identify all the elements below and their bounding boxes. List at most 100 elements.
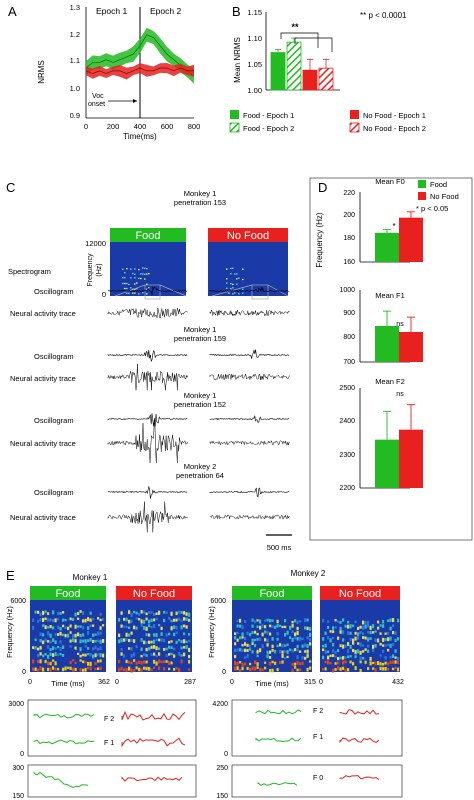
e-spectrogram-cell: [334, 650, 337, 654]
e-spectrogram-cell: [377, 620, 380, 624]
e-spectrogram-cell: [82, 633, 85, 637]
e-spectrogram-cell: [62, 645, 65, 650]
d-ytick: 2500: [339, 385, 355, 392]
e-spectrogram-cell: [367, 620, 370, 625]
e-spectrogram-cell: [125, 668, 128, 672]
e-spectrogram-cell: [138, 660, 141, 664]
e-xmax: 362: [98, 679, 110, 686]
e-spectrogram-cell: [125, 632, 128, 637]
b-ylabel: Mean NRMS: [233, 37, 242, 83]
e-spectrogram-cell: [52, 646, 55, 651]
e-spectrogram-cell: [148, 624, 151, 628]
e-spectrogram-cell: [362, 636, 365, 639]
e-spectrogram-cell: [337, 636, 340, 640]
food-header-bar: [110, 228, 186, 242]
e-spectrogram-cell: [135, 626, 138, 630]
a-plot-area: [85, 7, 195, 119]
e-spectrogram-cell: [79, 610, 82, 613]
e-spectrogram-cell: [264, 619, 267, 622]
e-spectrogram-cell: [79, 668, 82, 672]
e-spectrogram-cell: [322, 648, 325, 652]
e-spectrogram-cell: [125, 659, 128, 664]
e-spectrogram-cell: [269, 668, 272, 673]
b-legend: Food - Epoch 1 No Food - Epoch 1 Food - …: [229, 110, 426, 133]
e-spectrogram-cell: [74, 646, 77, 650]
panel-e: E Monkey 1 Monkey 2 Food No Food Food No…: [5, 568, 404, 800]
e-spectrogram-cell: [392, 643, 395, 646]
e-spectrogram-cell: [133, 659, 136, 662]
e-spectrogram-cell: [342, 666, 345, 670]
e-spectrogram-cell: [150, 668, 153, 671]
legend-label: Food - Epoch 2: [243, 124, 294, 133]
e-spectrogram-cell: [244, 642, 247, 646]
e-spectrogram-cell: [364, 648, 367, 651]
d-yticks-f2: 2500 2400 2300 2200: [339, 385, 355, 492]
e-spectrogram-cell: [82, 639, 85, 643]
e-spectrogram-cell: [44, 625, 47, 630]
e-spectrogram-cell: [249, 667, 252, 672]
e-spectrogram-cell: [123, 668, 126, 672]
a-band-series-1: [86, 62, 194, 80]
e-spectrogram-cell: [145, 626, 148, 631]
d-ytick: 900: [343, 310, 355, 317]
e-spectrogram-cell: [342, 630, 345, 635]
e-spectrogram-cell: [349, 631, 352, 635]
e-spectrogram-cell: [69, 639, 72, 643]
b-ytick: 1.00: [247, 86, 262, 95]
e-spectrogram-cell: [347, 649, 350, 654]
e-spectrogram-cell: [374, 630, 377, 633]
neural-activity-trace: [107, 501, 188, 533]
c-osc-label: Oscillogram: [34, 287, 74, 296]
e-spectrogram-cell: [39, 666, 42, 671]
e-spectrogram-cell: [178, 617, 181, 621]
voc-onset-label: Voc: [92, 93, 104, 100]
e-spectrogram-cell: [178, 639, 181, 642]
e-spectrogram-cell: [118, 633, 121, 638]
e-spectrogram-cell: [301, 644, 304, 648]
e-formant-contours: [33, 709, 380, 789]
e-spectrogram-cell: [34, 638, 37, 642]
e-spectrogram-cell: [69, 660, 72, 664]
e-spectrogram-cell: [102, 617, 105, 621]
e-spectrogram-cell: [94, 667, 97, 671]
spectrogram-speck: [134, 268, 136, 270]
e-spectrogram-cell: [39, 638, 42, 643]
e-spectrogram-cell: [239, 668, 242, 672]
e-spectrogram-cell: [49, 624, 52, 629]
e-spectrogram-cell: [239, 661, 242, 664]
e-spectrogram-cell: [382, 637, 385, 642]
e-spectrogram-cell: [251, 650, 254, 654]
e-spectrogram-cell: [153, 624, 156, 629]
e-spectrogram-cell: [294, 662, 297, 666]
e-spectrogram-cell: [173, 667, 176, 671]
e-spectrogram-cell: [241, 662, 244, 667]
d-ytick: 800: [343, 334, 355, 341]
b-bar: [270, 52, 286, 91]
spectrogram-speck: [146, 273, 148, 275]
spectrogram-speck: [138, 268, 140, 271]
e-spectrogram-cell: [374, 638, 377, 643]
e-spectrogram-cell: [337, 656, 340, 661]
e-spectrogram-cell: [145, 640, 148, 645]
e-spectrogram-cell: [72, 659, 75, 662]
e-spectrogram-cell: [79, 639, 82, 644]
c-osc-label: Oscillogram: [34, 488, 74, 497]
nofood-header-bar: [208, 228, 288, 242]
e-spectrogram-cell: [128, 619, 131, 624]
e-nofood-bar: [116, 586, 192, 600]
e-spectrogram-cell: [244, 648, 247, 653]
e-nofood-bar-m2: [320, 586, 400, 600]
e-contour: [339, 709, 380, 715]
e-spectrogram-cell: [249, 662, 252, 666]
e-spectrogram-cell: [155, 646, 158, 651]
e-spectrogram-cell: [168, 667, 171, 671]
e-spectrogram-cell: [271, 648, 274, 652]
e-spectrogram-cell: [322, 655, 325, 660]
e-spectrogram-cell: [256, 654, 259, 658]
panel-letter-c: C: [6, 180, 15, 195]
e-spectrogram-cell: [94, 661, 97, 666]
e-spectrogram-cell: [324, 660, 327, 664]
e-spectrogram-cell: [67, 626, 70, 631]
e-spectrogram-cell: [234, 642, 237, 646]
e-spectrogram-cell: [148, 647, 151, 651]
